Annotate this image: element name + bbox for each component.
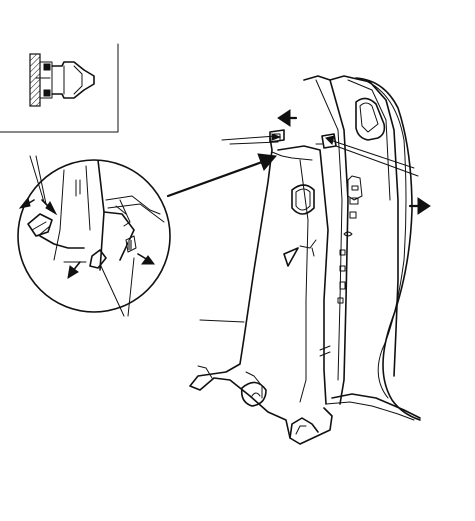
pointer-leader — [199, 319, 245, 323]
inset-frame — [0, 43, 119, 133]
callout-arrow-icon — [166, 153, 277, 198]
clip-detail-inset — [0, 43, 119, 133]
triangle-mark — [283, 247, 299, 267]
pull-arrow-icon — [277, 109, 298, 127]
pull-arrow-icon — [18, 196, 35, 209]
pull-arrow-icon — [67, 261, 81, 279]
clip-icon — [29, 53, 95, 107]
pillar-trim-panel — [189, 129, 337, 445]
pull-arrow-icon — [408, 197, 431, 215]
pull-arrow-icon — [137, 253, 155, 265]
magnified-detail — [17, 155, 171, 317]
pointer-leader — [329, 139, 419, 177]
clip-leaders — [199, 133, 419, 323]
pointer-leader — [221, 135, 279, 145]
pointer-leader — [99, 257, 135, 317]
pointer-leader — [29, 155, 47, 205]
body-structure — [303, 75, 421, 421]
